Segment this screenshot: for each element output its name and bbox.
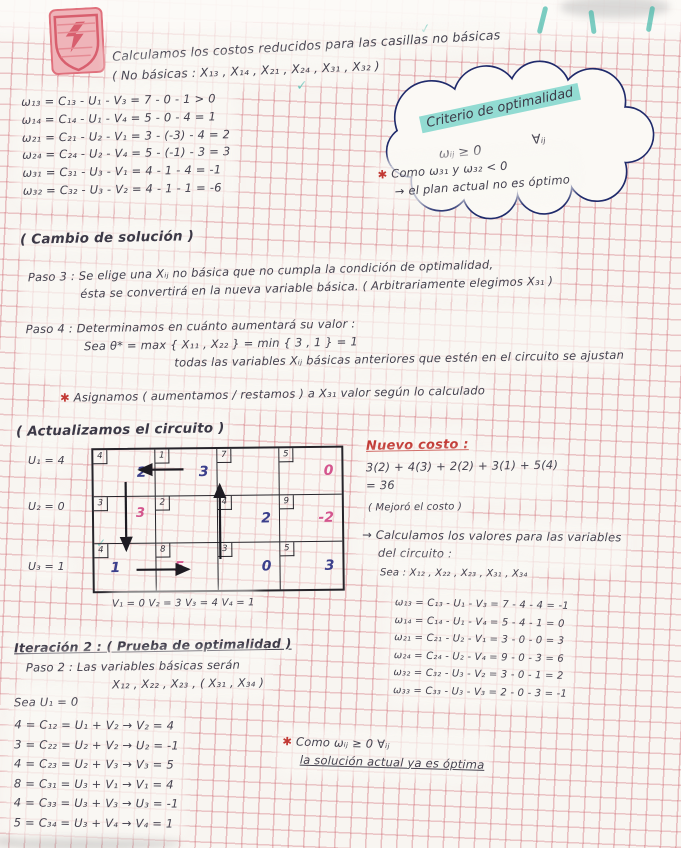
tableau-cell-r1c2: 1 3 — [155, 448, 218, 497]
iteration2-equations-right: ω₁₃ = C₁₃ - U₁ - V₃ = 7 - 4 - 4 = -1 ω₁₄… — [392, 594, 569, 703]
u2-label: U₂ = 0 — [28, 498, 65, 516]
tableau-cell-r3c3: 3 0 — [218, 542, 281, 590]
calc-circuit-note: → Calculamos los valores para las variab… — [361, 526, 622, 565]
cell-cost: 3 — [93, 497, 108, 512]
tableau-cell-r3c4: 5 3 — [280, 542, 342, 590]
cell-cost: 8 — [156, 543, 171, 558]
tableau-grid: 4 2 1 3 7 5 0 3 2 — [91, 445, 345, 594]
tableau-cell-r3c1: 4 1 — [94, 543, 157, 592]
u1-label: U₁ = 4 — [28, 452, 65, 470]
cloud-forall: ∀ᵢⱼ — [531, 131, 547, 148]
tableau-cell-r2c4: 9 -2 — [279, 494, 343, 543]
nuevo-costo-title: Nuevo costo : — [365, 435, 469, 458]
cell-allocation: 3 — [324, 557, 335, 574]
paso4-paragraph: Paso 4 : Determinamos en cuánto aumentar… — [25, 310, 625, 375]
cell-cost: 1 — [155, 449, 170, 464]
cell-cost: 5 — [280, 542, 295, 557]
optimality-cloud: Criterio de optimalidad ωᵢⱼ ≥ 0 ∀ᵢⱼ — [376, 50, 665, 233]
cost-improved-note: ( Mejoró el costo ) — [367, 499, 463, 517]
cell-allocation: 0 — [323, 462, 334, 479]
equation-line: 8 = C₃₁ = U₃ + V₁ → V₁ = 4 — [13, 776, 174, 792]
cell-cost: 4 — [217, 495, 232, 510]
basic-vars-line: Sea : X₁₂ , X₂₂ , X₂₃ , X₃₁ , X₃₄ — [379, 565, 528, 583]
cell-allocation: 1 — [110, 559, 121, 576]
dual-equations-bottom: 4 = C₁₂ = U₁ + V₂ → V₂ = 4 3 = C₂₂ = U₂ … — [13, 715, 180, 834]
paso2-line2: X₁₂ , X₂₂ , X₂₃ , ( X₃₁ , X₃₄ ) — [112, 675, 265, 692]
cell-allocation: 2 — [136, 464, 147, 481]
final-optimality-note: ✱ Como ωᵢⱼ ≥ 0 ∀ᵢⱼ la solución actual ya… — [281, 733, 486, 775]
final-note-line1: Como ωᵢⱼ ≥ 0 ∀ᵢⱼ — [295, 734, 390, 752]
cloud-outline-icon — [385, 60, 655, 220]
equation-line: 5 = C₃₄ = U₃ + V₄ → V₄ = 1 — [13, 815, 174, 831]
cell-cost: 2 — [155, 496, 170, 511]
checkmark-icon: ✓ — [296, 78, 308, 94]
paso3-paragraph: Paso 3 : Se elige una Xᵢⱼ no básica que … — [27, 254, 554, 305]
equation-line: ω₃₂ = C₃₂ - U₃ - V₂ = 4 - 1 - 1 = -6 — [22, 180, 222, 198]
u3-label: U₃ = 1 — [28, 558, 65, 576]
cell-allocation: -2 — [318, 509, 335, 526]
checkmark-icon: ✓ — [96, 536, 107, 550]
equation-line: 3 = C₂₂ = U₂ + V₂ → U₂ = -1 — [14, 736, 179, 753]
nuevo-costo-expression: 3(2) + 4(3) + 2(2) + 3(1) + 5(4) = 36 — [365, 456, 559, 495]
cell-allocation: 2 — [261, 510, 272, 527]
section-heading-cambio: ( Cambio de solución ) — [19, 226, 195, 251]
assignment-note-text: Asignamos ( aumentamos / restamos ) a X₃… — [73, 383, 486, 405]
final-note-line2: la solución actual ya es óptima — [299, 752, 485, 772]
theta-adjust-value: 3 — [135, 505, 146, 521]
calc-line2: del circuito : — [377, 545, 453, 561]
star-bullet-icon: ✱ — [377, 167, 388, 182]
scan-smudge-top-right — [560, 0, 670, 18]
transport-tableau: 4 2 1 3 7 5 0 3 2 — [91, 445, 345, 594]
tableau-cell-r2c1: 3 — [93, 496, 157, 545]
logo-shield-icon — [48, 6, 106, 76]
tableau-cell-r1c4: 5 0 — [279, 447, 342, 496]
cell-cost: 7 — [217, 448, 232, 463]
cell-allocation: 3 — [198, 464, 209, 481]
tableau-cell-r2c3: 4 2 — [217, 495, 281, 543]
cell-cost: 5 — [279, 448, 294, 463]
scan-top-margin — [0, 0, 681, 22]
tableau-cell-r1c3: 7 — [217, 448, 280, 496]
cell-cost: 4 — [93, 450, 108, 465]
cost-result: = 36 — [366, 477, 395, 493]
scan-smudge-bottom-left — [0, 834, 180, 848]
cost-expression: 3(2) + 4(3) + 2(2) + 3(1) + 5(4) — [365, 457, 559, 475]
v-values-line: V₁ = 0 V₂ = 3 V₃ = 4 V₄ = 1 — [111, 595, 255, 613]
university-logo-stamp — [48, 6, 106, 76]
cell-cost: 4 — [94, 544, 109, 559]
tableau-cell-r1c1: 4 2 — [93, 449, 156, 498]
section-heading-circuito: ( Actualizamos el circuito ) — [15, 418, 225, 443]
cell-cost: 9 — [279, 495, 294, 510]
tableau-cell-r2c2: 2 — [155, 495, 219, 544]
cell-allocation: 5 — [174, 558, 185, 575]
iteration2-heading: Iteración 2 : ( Prueba de optimalidad ) — [13, 633, 292, 658]
iteration2-paso2: Paso 2 : Las variables básicas serán X₁₂… — [25, 656, 265, 696]
cell-allocation: 0 — [261, 557, 272, 575]
reduced-cost-equations: ω₁₃ = C₁₃ - U₁ - V₃ = 7 - 0 - 1 > 0 ω₁₄ … — [21, 90, 232, 201]
star-bullet-icon: ✱ — [59, 390, 70, 405]
equation-line: ω₃₃ = C₃₃ - U₃ - V₃ = 2 - 0 - 3 = -1 — [392, 684, 568, 700]
star-bullet-icon: ✱ — [282, 734, 293, 749]
equation-line: 4 = C₂₃ = U₂ + V₃ → V₃ = 5 — [14, 756, 174, 772]
tableau-cell-r3c2: 8 5 — [156, 542, 219, 591]
equation-line: 4 = C₃₃ = U₃ + V₃ → U₃ = -1 — [13, 795, 179, 811]
sea-u1-line: Sea U₁ = 0 — [13, 693, 79, 713]
cell-cost: 3 — [218, 542, 233, 557]
assignment-note: ✱ Asignamos ( aumentamos / restamos ) a … — [59, 382, 486, 408]
equation-line: 4 = C₁₂ = U₁ + V₂ → V₂ = 4 — [14, 717, 175, 733]
